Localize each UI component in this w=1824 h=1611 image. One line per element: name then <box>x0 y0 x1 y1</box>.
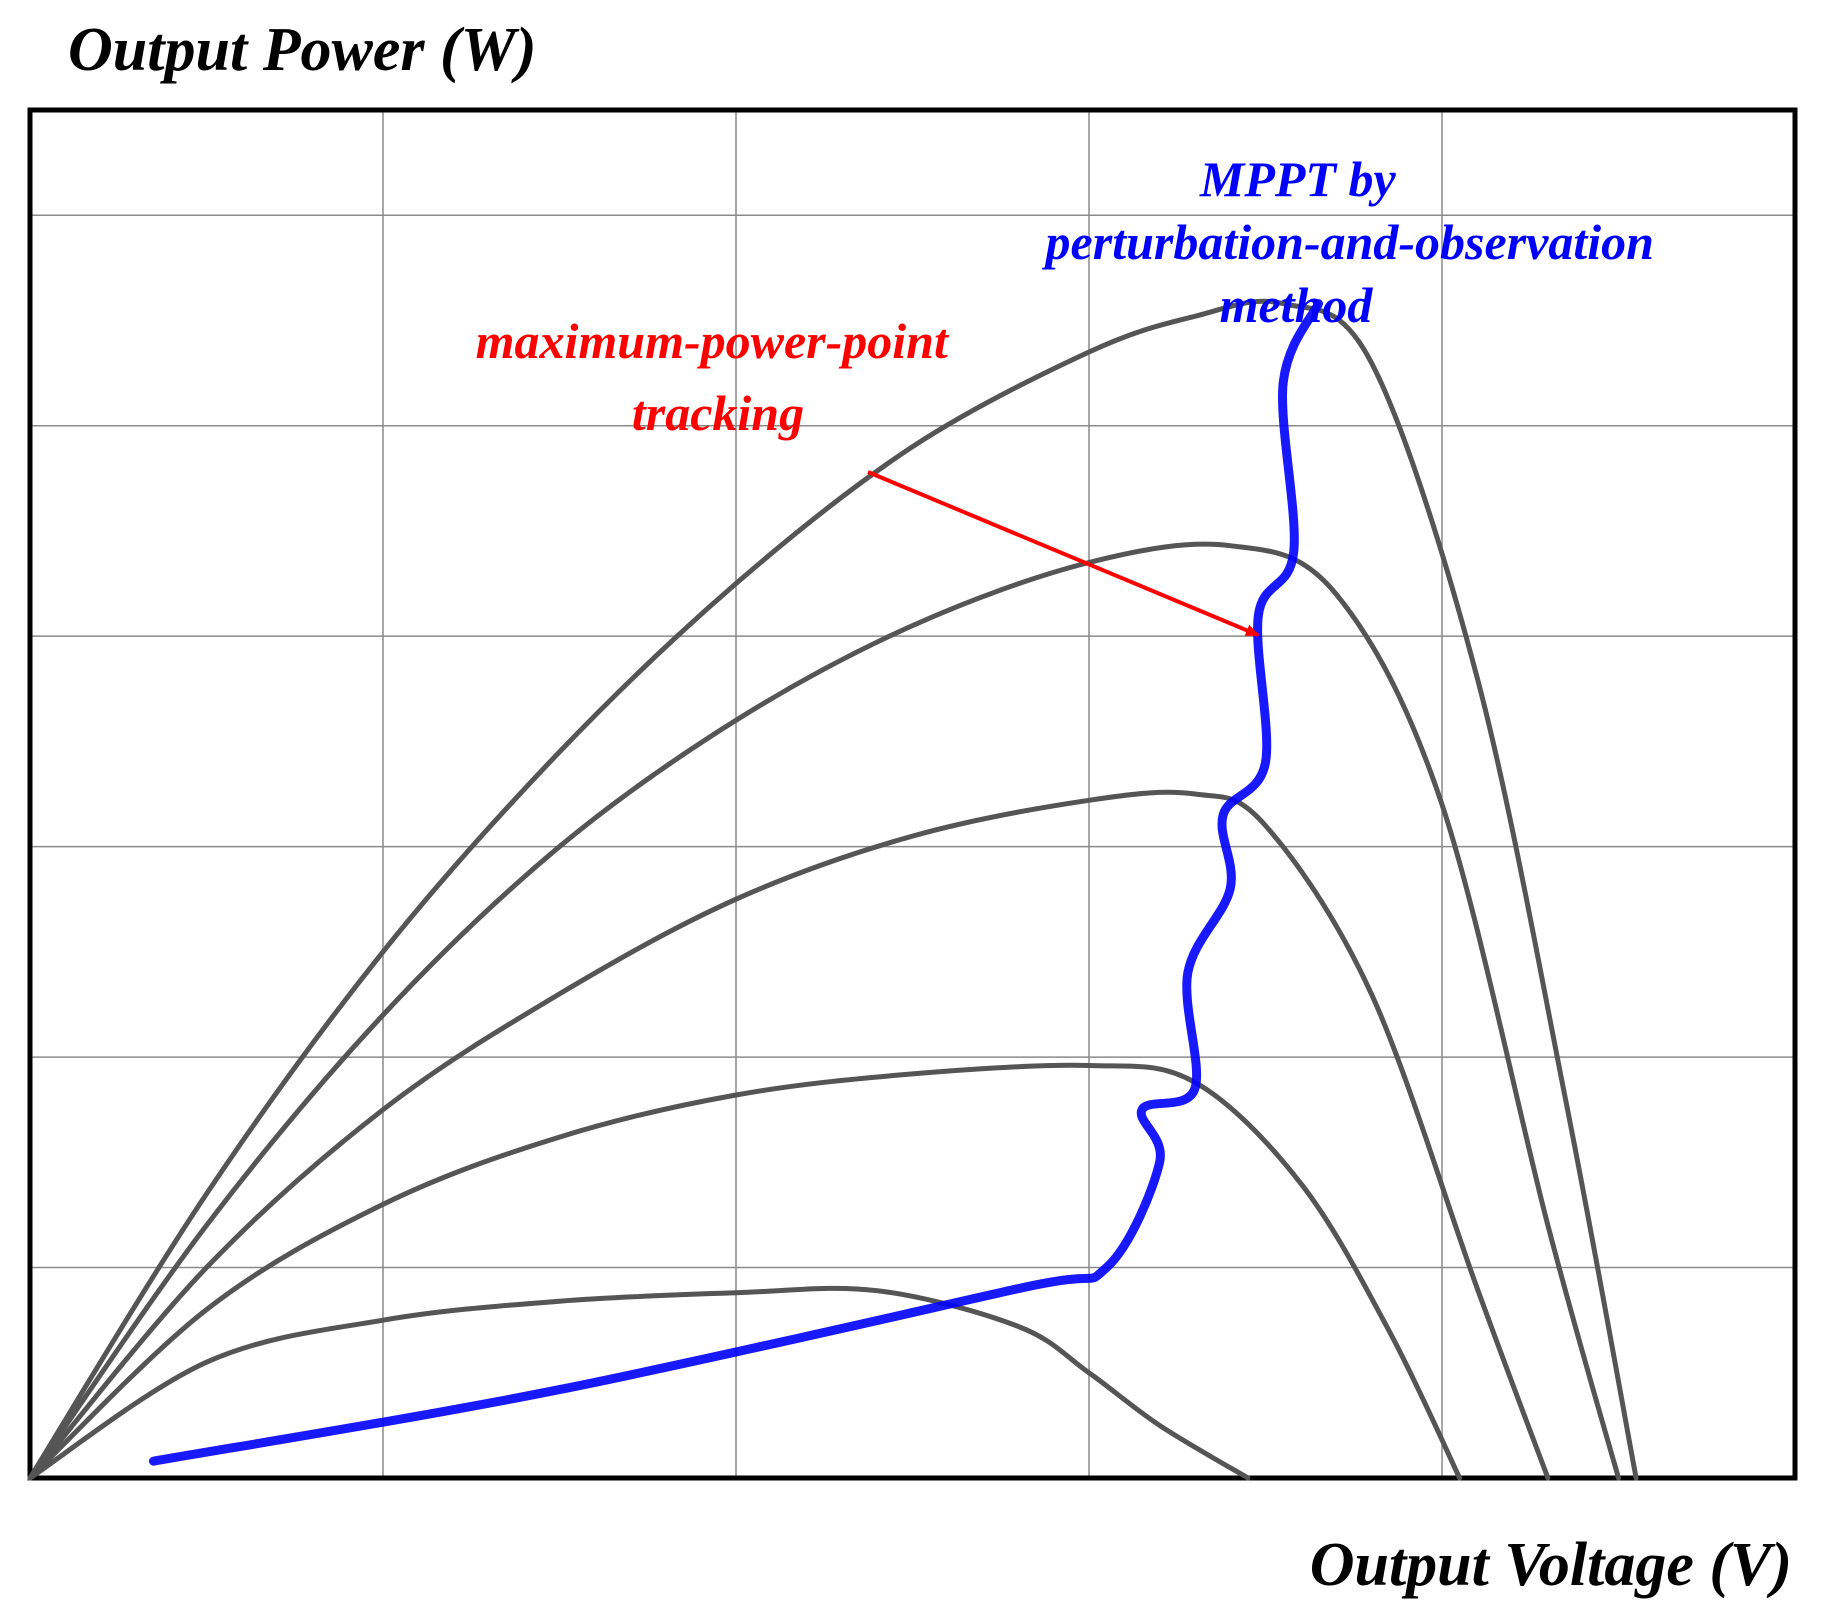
mppt-annotation: MPPT by perturbation-and-observation met… <box>1042 151 1667 333</box>
mpp-tracking-annotation-line-1: maximum-power-point <box>476 313 950 369</box>
pv-curve-3 <box>27 789 1551 1481</box>
grid-lines <box>30 110 1795 1478</box>
pv-curve-4 <box>27 541 1621 1481</box>
tracking-arrow <box>867 470 1260 637</box>
mppt-annotation-line-3: method <box>1220 277 1374 333</box>
mppt-annotation-line-1: MPPT by <box>1199 151 1397 207</box>
mpp-tracking-annotation-line-2: tracking <box>632 385 804 441</box>
x-axis-title: Output Voltage (V) <box>1310 1531 1792 1599</box>
mppt-trajectory-line <box>149 299 1323 1466</box>
pv-curve-2 <box>27 1062 1463 1481</box>
series-group <box>27 298 1639 1481</box>
pv-curve-1 <box>27 1285 1251 1481</box>
mppt-annotation-line-2: perturbation-and-observation <box>1042 214 1654 270</box>
mpp-tracking-annotation: maximum-power-point tracking <box>476 313 961 441</box>
y-axis-title: Output Power (W) <box>68 16 536 84</box>
plot-frame <box>27 107 1798 1481</box>
pv-curve-5 <box>27 298 1639 1481</box>
